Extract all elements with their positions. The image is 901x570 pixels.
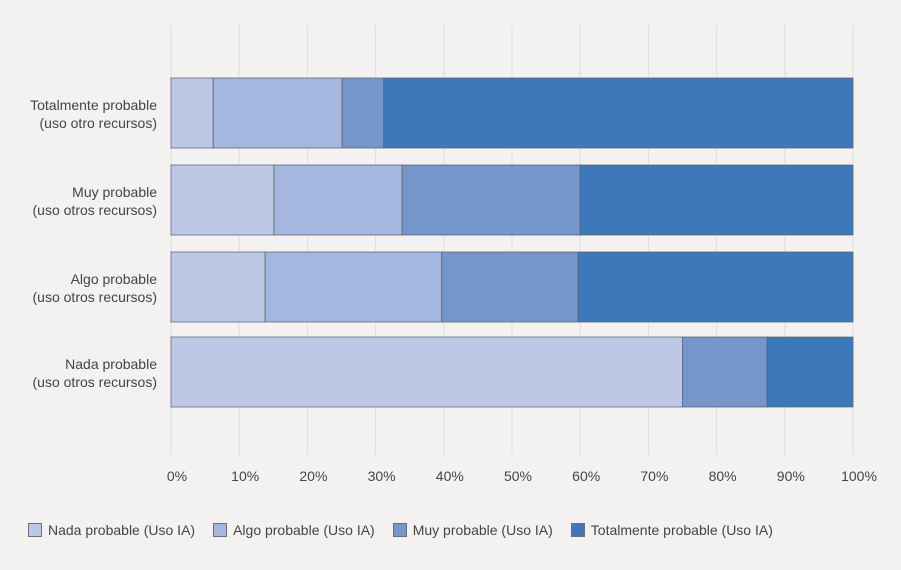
legend-item-totalmente[interactable]: Totalmente probable (Uso IA) bbox=[570, 522, 773, 538]
category-label-line: Totalmente probable bbox=[30, 97, 157, 113]
x-tick-label: 20% bbox=[299, 468, 327, 484]
bar-segment bbox=[170, 164, 275, 236]
category-label-line: (uso otro recursos) bbox=[39, 115, 157, 131]
x-tick-label: 30% bbox=[368, 468, 396, 484]
legend-label: Algo probable (Uso IA) bbox=[233, 522, 375, 538]
x-tick-label: 40% bbox=[436, 468, 464, 484]
bar-segment bbox=[170, 336, 683, 408]
legend-swatch bbox=[570, 523, 585, 537]
bar-segment bbox=[264, 251, 443, 323]
legend-item-muy[interactable]: Muy probable (Uso IA) bbox=[392, 522, 553, 538]
category-label-line: (uso otros recursos) bbox=[32, 374, 157, 390]
x-tick-label: 10% bbox=[231, 468, 259, 484]
bar-segment bbox=[577, 251, 854, 323]
legend-item-algo[interactable]: Algo probable (Uso IA) bbox=[213, 522, 375, 538]
x-axis-ticks: 0% 10% 20% 30% 40% 50% 60% 70% 80% 90% 100% bbox=[167, 468, 877, 484]
x-tick-label: 100% bbox=[841, 468, 877, 484]
legend-swatch bbox=[213, 523, 228, 537]
legend: Nada probable (Uso IA) Algo probable (Us… bbox=[28, 522, 791, 538]
category-label-muy: Muy probable (uso otros recursos) bbox=[33, 183, 157, 219]
legend-label: Totalmente probable (Uso IA) bbox=[590, 522, 773, 538]
category-label-line: Nada probable bbox=[65, 356, 157, 372]
category-label-algo: Algo probable (uso otros recursos) bbox=[33, 270, 157, 306]
category-label-line: (uso otros recursos) bbox=[32, 289, 157, 305]
bar-segment bbox=[170, 251, 266, 323]
legend-label: Muy probable (Uso IA) bbox=[412, 522, 553, 538]
category-label-totalmente: Totalmente probable (uso otro recursos) bbox=[30, 96, 157, 132]
bar-segment bbox=[212, 77, 343, 149]
category-label-nada: Nada probable (uso otros recursos) bbox=[33, 355, 157, 391]
category-label-line: Algo probable bbox=[70, 271, 157, 287]
bar-segment bbox=[401, 164, 581, 236]
bar-segment bbox=[170, 77, 214, 149]
x-tick-label: 60% bbox=[572, 468, 600, 484]
legend-swatch bbox=[28, 523, 42, 537]
bars bbox=[170, 77, 854, 408]
x-tick-label: 80% bbox=[709, 468, 737, 484]
bar-segment bbox=[766, 336, 854, 408]
bar-segment bbox=[383, 77, 854, 149]
category-label-line: Muy probable bbox=[72, 184, 157, 200]
legend-swatch bbox=[392, 523, 407, 537]
legend-label: Nada probable (Uso IA) bbox=[48, 522, 196, 538]
bar-segment bbox=[682, 336, 768, 408]
legend-item-nada[interactable]: Nada probable (Uso IA) bbox=[28, 522, 195, 538]
x-tick-label: 50% bbox=[504, 468, 532, 484]
bar-segment bbox=[273, 164, 403, 236]
x-tick-label: 70% bbox=[640, 468, 668, 484]
x-tick-label: 90% bbox=[777, 468, 805, 484]
bar-segment bbox=[441, 251, 579, 323]
category-label-line: (uso otros recursos) bbox=[32, 202, 157, 218]
bar-segment bbox=[341, 77, 385, 149]
bar-segment bbox=[579, 164, 854, 236]
x-tick-label: 0% bbox=[167, 468, 187, 484]
